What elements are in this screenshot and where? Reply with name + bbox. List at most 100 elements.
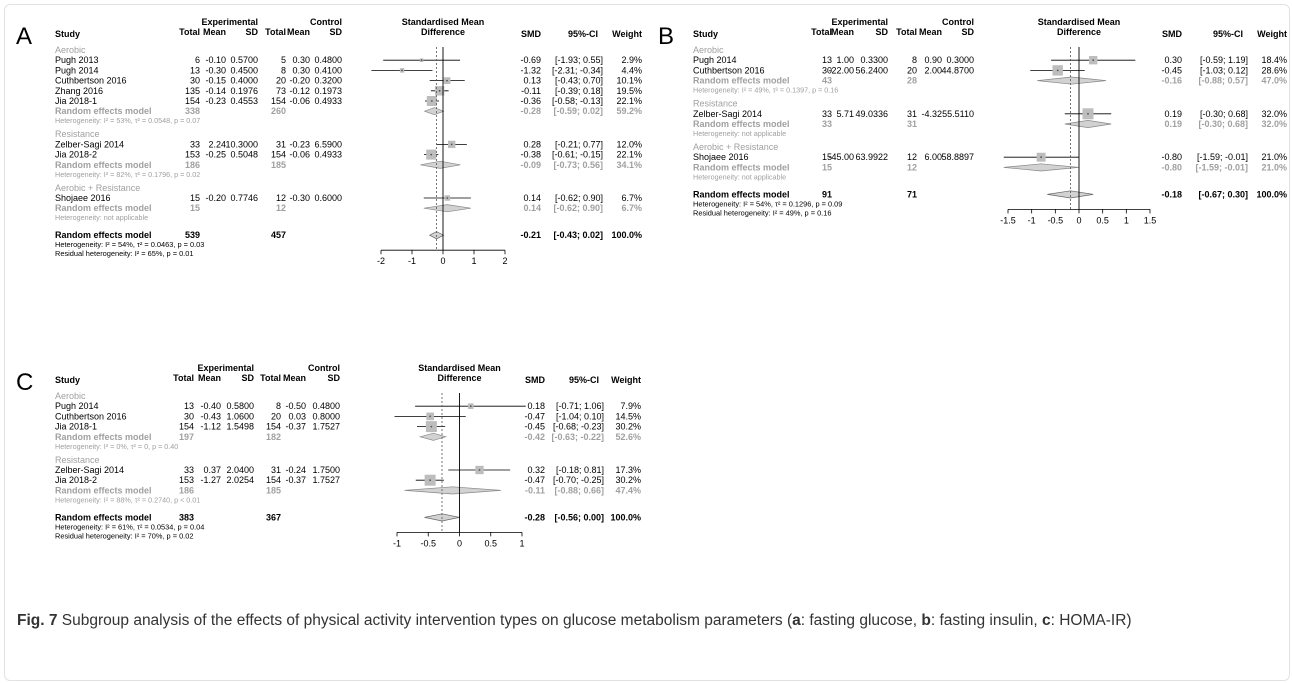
- ci-value: [-0.70; -0.25]: [553, 475, 604, 485]
- ctrl-total: 31: [907, 109, 917, 119]
- study-point: [478, 469, 481, 471]
- header-effect: Standardised Mean: [418, 363, 501, 373]
- subgroup-heterogeneity: Heterogeneity: I² = 53%, τ² = 0.0548, p …: [55, 116, 200, 125]
- ctrl-mean: 0.03: [288, 411, 306, 421]
- ctrl-sd: 1.7500: [312, 465, 340, 475]
- x-tick-label: -0.5: [420, 538, 436, 548]
- study-name: Jia 2018-1: [55, 96, 97, 106]
- x-tick-label: -1: [1028, 215, 1036, 225]
- ctrl-mean: -0.20: [289, 76, 310, 86]
- header-weight: Weight: [612, 29, 642, 39]
- ctrl-sd: 0.4800: [314, 55, 342, 65]
- header-smd: SMD: [521, 29, 542, 39]
- ctrl-mean: -0.23: [289, 139, 310, 149]
- ctrl-mean: -0.37: [285, 422, 306, 432]
- pooled-diamond: [423, 107, 445, 116]
- exp-sd: 10.3000: [225, 139, 258, 149]
- study-point: [469, 405, 472, 408]
- study-point: [1056, 69, 1059, 72]
- ci-value: [-0.59; 1.19]: [1200, 55, 1248, 65]
- caption-part: : fasting glucose,: [800, 612, 922, 629]
- ci-value: [-0.63; -0.22]: [551, 432, 604, 442]
- header-sd: SD: [961, 27, 974, 37]
- header-ci: 95%-CI: [568, 29, 598, 39]
- study-point: [438, 89, 441, 92]
- exp-total: 15: [822, 152, 832, 162]
- exp-total: 30: [190, 76, 200, 86]
- exp-total: 13: [190, 65, 200, 75]
- figure-label: Fig. 7: [17, 612, 58, 629]
- ctrl-total: 5: [281, 55, 286, 65]
- smd-value: 0.14: [523, 193, 541, 203]
- ctrl-total: 71: [907, 189, 917, 199]
- ci-value: [-0.73; 0.56]: [553, 160, 603, 170]
- exp-sd: 49.0336: [855, 109, 888, 119]
- exp-mean: -22.00: [828, 65, 854, 75]
- weight-value: 6.7%: [621, 193, 642, 203]
- ctrl-mean: 0.30: [292, 65, 310, 75]
- ctrl-mean: -0.30: [289, 193, 310, 203]
- study-point: [1040, 156, 1043, 159]
- study-point: [430, 100, 433, 102]
- ctrl-sd: 0.4800: [312, 401, 340, 411]
- caption-text: Subgroup analysis of the effects of phys…: [57, 612, 1132, 629]
- study-name: Cuthbertson 2016: [693, 65, 765, 75]
- exp-total: 186: [185, 160, 200, 170]
- exp-total: 539: [185, 230, 200, 240]
- study-point: [420, 59, 423, 62]
- ci-value: [-2.31; -0.34]: [552, 65, 603, 75]
- smd-value: -0.16: [1161, 76, 1182, 86]
- weight-value: 6.7%: [621, 203, 642, 213]
- weight-value: 32.0%: [1261, 119, 1287, 129]
- panel-label: C: [16, 369, 33, 396]
- panel-label: A: [16, 23, 32, 50]
- weight-value: 14.5%: [615, 411, 641, 421]
- ci-value: [-0.88; 0.66]: [554, 485, 604, 495]
- weight-value: 17.3%: [615, 465, 641, 475]
- exp-total: 338: [185, 106, 200, 116]
- header-mean: Mean: [919, 27, 942, 37]
- study-point: [430, 153, 433, 156]
- subgroup-model-label: Random effects model: [55, 485, 152, 495]
- ci-value: [-1.03; 0.12]: [1200, 65, 1248, 75]
- exp-sd: 1.5498: [226, 422, 254, 432]
- subgroup-heterogeneity: Heterogeneity: I² = 0%, τ² = 0, p = 0.40: [55, 442, 178, 451]
- exp-total: 154: [179, 422, 194, 432]
- ctrl-mean: -0.37: [285, 475, 306, 485]
- header-total: Total: [179, 27, 200, 37]
- caption-part: b: [921, 612, 931, 629]
- smd-value: 0.30: [1164, 55, 1182, 65]
- ctrl-sd: 0.3200: [314, 76, 342, 86]
- smd-value: -0.47: [524, 411, 545, 421]
- ctrl-total: 73: [276, 86, 286, 96]
- exp-mean: 1.00: [836, 55, 854, 65]
- smd-value: -0.42: [524, 432, 545, 442]
- ctrl-total: 20: [271, 411, 281, 421]
- smd-value: 0.32: [527, 465, 545, 475]
- exp-total: 383: [179, 512, 194, 522]
- ctrl-sd: 6.5900: [314, 139, 342, 149]
- header-sd: SD: [329, 27, 342, 37]
- pooled-diamond: [1064, 120, 1112, 128]
- weight-value: 18.4%: [1261, 55, 1287, 65]
- study-name: Jia 2018-2: [55, 150, 97, 160]
- ci-value: [-0.62; 0.90]: [555, 193, 603, 203]
- ctrl-total: 367: [266, 512, 281, 522]
- header-total: Total: [896, 27, 917, 37]
- weight-value: 30.2%: [615, 475, 641, 485]
- x-tick-label: -1: [408, 256, 416, 266]
- ctrl-total: 20: [276, 76, 286, 86]
- subgroup-title: Aerobic + Resistance: [693, 142, 778, 152]
- ctrl-sd: 44.8700: [941, 65, 974, 75]
- weight-value: 100.0%: [610, 512, 641, 522]
- header-effect: Standardised Mean: [1038, 17, 1121, 27]
- caption-part: : HOMA-IR): [1050, 612, 1132, 629]
- header-smd: SMD: [525, 375, 546, 385]
- weight-value: 21.0%: [1261, 152, 1287, 162]
- header-sd: SD: [245, 27, 258, 37]
- weight-value: 47.0%: [1261, 76, 1287, 86]
- ctrl-sd: 0.8000: [312, 411, 340, 421]
- header-total: Total: [260, 373, 281, 383]
- subgroup-model-label: Random effects model: [55, 203, 152, 213]
- subgroup-model-label: Random effects model: [55, 106, 152, 116]
